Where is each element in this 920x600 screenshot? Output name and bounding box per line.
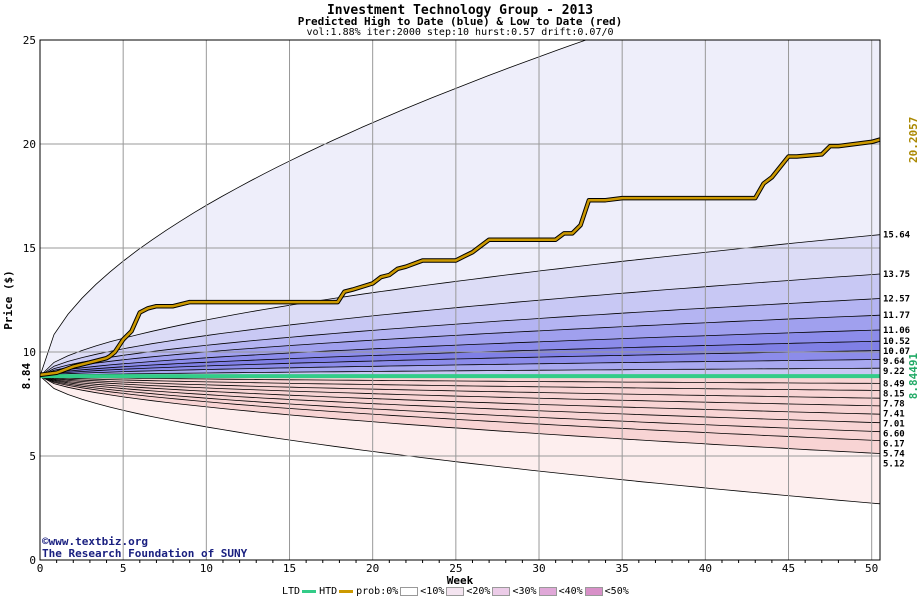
quantile-label: 7.41	[883, 409, 905, 419]
legend-swatch-20	[492, 587, 511, 596]
chart-title: Investment Technology Group - 2013	[326, 3, 594, 18]
legend-htd-label: HTD	[319, 586, 338, 597]
quantile-label: 7.01	[883, 419, 905, 429]
legend-p30-label: <30%	[512, 586, 537, 597]
quantile-line-4	[39, 314, 881, 377]
chart-labels: 0 5 10 15 20 25 30 35 40 45 50 5 10 15 20 25 0 Week Price …	[2, 34, 920, 587]
quantile-line-2	[39, 273, 881, 377]
quantile-line-8	[39, 359, 881, 377]
axes	[39, 39, 881, 563]
quantile-label: 11.06	[883, 326, 910, 336]
legend-htd-line	[339, 590, 354, 593]
legend: LTD HTD prob:0% <10% <20% <30% <40% <50%	[282, 586, 629, 597]
lower-band-9	[40, 376, 880, 454]
quantile-label: 15.64	[883, 231, 911, 241]
quantile-label: 7.78	[883, 399, 905, 409]
quantile-line-5	[39, 329, 881, 377]
quantile-line-6	[39, 340, 881, 377]
x-tick-label: 25	[449, 562, 462, 575]
quantile-line-17	[39, 375, 881, 433]
quantile-label: 13.75	[883, 270, 910, 280]
chart-parameters: vol:1.88% iter:2000 step:10 hurst:0.57 d…	[306, 27, 614, 38]
legend-p50-label: <50%	[604, 586, 629, 597]
quantile-line-7	[39, 350, 881, 377]
quantile-label: 10.52	[883, 337, 910, 347]
x-tick-label: 45	[782, 562, 795, 575]
x-tick-label: 0	[37, 562, 44, 575]
x-tick-label: 10	[200, 562, 213, 575]
quantile-line-19	[39, 375, 881, 454]
series-lines	[39, 137, 881, 379]
y-tick-label: 25	[23, 34, 36, 47]
x-tick-label: 30	[532, 562, 545, 575]
x-tick-label: 5	[120, 562, 127, 575]
quantile-line-18	[39, 375, 881, 441]
chart-subtitle: Predicted High to Date (blue) & Low to D…	[297, 15, 623, 28]
y-axis-label: Price ($)	[2, 270, 15, 330]
quantile-label: 6.60	[883, 429, 905, 439]
legend-prob-label: prob:0%	[356, 586, 399, 597]
quantile-line-9	[39, 367, 881, 377]
quantile-label: 6.17	[883, 439, 905, 449]
quantile-line-14	[39, 375, 881, 407]
quantile-label: 5.74	[883, 449, 905, 459]
quantile-label: 9.22	[883, 367, 905, 377]
x-axis-label: Week	[447, 574, 474, 587]
probability-bands	[39, 39, 881, 560]
y-tick-label: 5	[29, 450, 36, 463]
y-tick-label: 15	[23, 242, 36, 255]
y-tick-label: 0	[29, 554, 36, 567]
quantile-label: 10.07	[883, 347, 910, 357]
legend-swatch-30	[538, 587, 557, 596]
quantile-label: 8.15	[883, 389, 905, 399]
quantile-label: 9.64	[883, 357, 905, 367]
quantile-line-16	[39, 375, 881, 424]
x-tick-label: 40	[699, 562, 712, 575]
htd-value-label: 20.2057	[907, 117, 920, 163]
htd-series-line	[39, 138, 881, 377]
quantile-line-15	[39, 375, 881, 415]
y-tick-label: 20	[23, 138, 36, 151]
legend-ltd-line	[302, 590, 317, 593]
quantile-line-1	[39, 234, 881, 377]
ltd-value-label: 8.84491	[907, 353, 920, 400]
x-tick-label: 35	[616, 562, 629, 575]
quantile-label: 11.77	[883, 311, 910, 321]
legend-p20-label: <20%	[466, 586, 491, 597]
legend-ltd-label: LTD	[282, 586, 301, 597]
quantile-label: 12.57	[883, 295, 910, 305]
quantile-line-3	[39, 298, 881, 377]
start-price-label: 8.84	[20, 363, 33, 390]
y-tick-label: 10	[23, 346, 36, 359]
quantile-line-10	[39, 375, 881, 505]
quantile-label: 8.49	[883, 379, 905, 389]
legend-p40-label: <40%	[558, 586, 583, 597]
organization-text: The Research Foundation of SUNY	[42, 547, 248, 560]
legend-p10-label: <10%	[420, 586, 445, 597]
quantile-line-11	[39, 375, 881, 384]
legend-swatch-10	[446, 587, 465, 596]
x-tick-label: 20	[366, 562, 379, 575]
copyright-text: ©www.textbiz.org	[42, 535, 148, 548]
quantile-label: 5.12	[883, 459, 905, 469]
x-tick-label: 15	[283, 562, 296, 575]
legend-swatch-40	[584, 587, 603, 596]
quantile-line-13	[39, 375, 881, 399]
legend-swatch-0	[400, 587, 419, 596]
plot-frame	[39, 39, 881, 561]
quantile-line-12	[39, 375, 881, 391]
x-tick-label: 50	[865, 562, 878, 575]
